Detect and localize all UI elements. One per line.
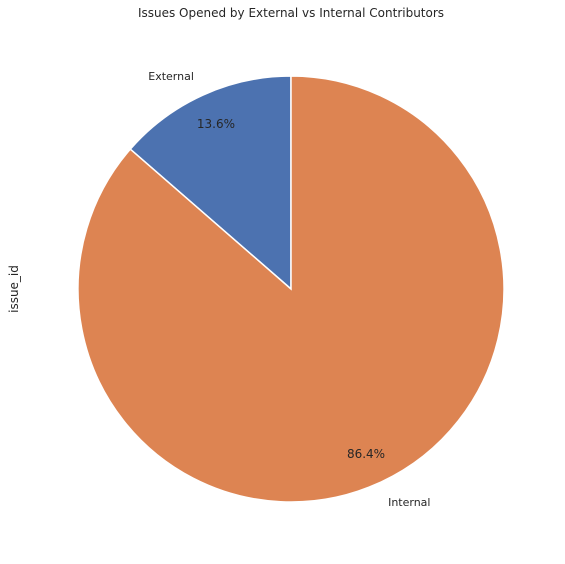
slice-percent-external: 13.6%: [197, 117, 235, 131]
pie-labels: External 13.6% Internal 86.4%: [148, 70, 430, 509]
slice-label-internal: Internal: [388, 496, 430, 509]
pie-slice-external: [129, 75, 292, 291]
pie-slices: [77, 75, 505, 503]
chart-title: Issues Opened by External vs Internal Co…: [138, 6, 444, 20]
pie-slice-internal: [77, 75, 505, 503]
slice-percent-internal: 86.4%: [347, 447, 385, 461]
y-axis-label: issue_id: [7, 265, 21, 313]
slice-label-external: External: [148, 70, 194, 83]
